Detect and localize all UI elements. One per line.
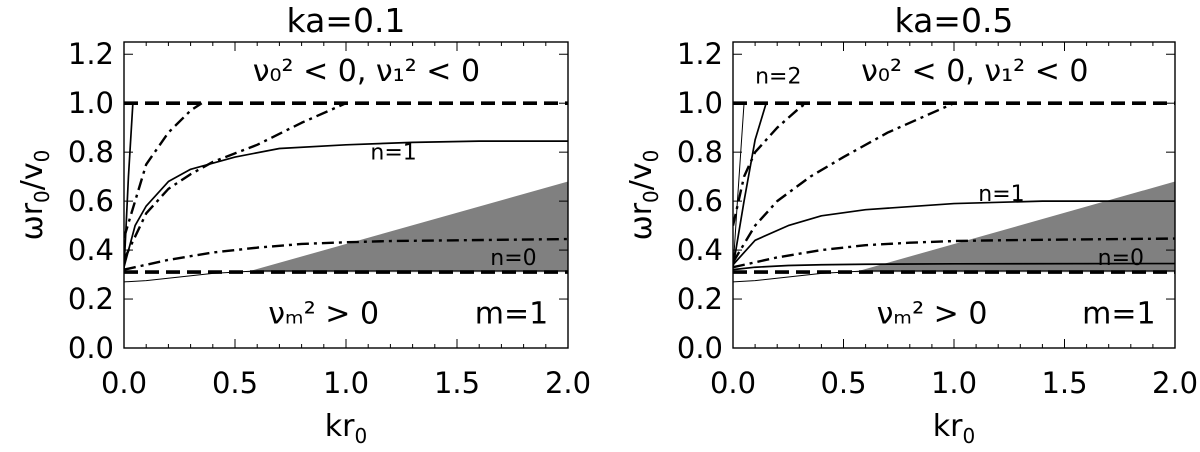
chart-title: ka=0.1 xyxy=(287,1,406,40)
series-line-8 xyxy=(733,237,1175,269)
y-tick-label: 0.2 xyxy=(677,282,723,316)
y-tick-label: 0.2 xyxy=(68,282,114,316)
x-tick-label: 1.0 xyxy=(931,366,977,400)
annotation: m=1 xyxy=(475,297,548,332)
y-tick-label: 0.0 xyxy=(677,331,723,365)
x-tick-label: 0.5 xyxy=(212,366,258,400)
annotation: n=0 xyxy=(1098,246,1144,271)
shaded-region xyxy=(246,181,568,273)
y-axis-label: ωr0/v0 xyxy=(624,150,663,241)
series-line-5 xyxy=(733,262,1175,271)
x-tick-label: 1.0 xyxy=(323,366,369,400)
annotation: νₘ² > 0 xyxy=(877,297,988,332)
y-axis-label: ωr0/v0 xyxy=(15,150,54,241)
series-line-2 xyxy=(733,102,767,268)
y-tick-label: 1.0 xyxy=(68,86,114,120)
x-axis-label: kr0 xyxy=(933,409,975,448)
x-tick-label: 2.0 xyxy=(1152,366,1198,400)
series-line-4 xyxy=(124,102,203,239)
annotation: ν₀² < 0, ν₁² < 0 xyxy=(861,54,1088,89)
annotation: ν₀² < 0, ν₁² < 0 xyxy=(253,54,480,89)
annotation: νₘ² > 0 xyxy=(268,297,379,332)
y-tick-label: 0.6 xyxy=(677,184,723,218)
chart-panel-2: ka=0.5 0.0 0.5 1.0 1.5 2.0 0.0 0.2 0.4 0.6 0.8 1.0 1… xyxy=(624,1,1198,448)
x-tick-label: 2.0 xyxy=(545,366,591,400)
shaded-region xyxy=(854,181,1175,273)
y-tick-label: 0.8 xyxy=(677,135,723,169)
y-tick-label: 0.8 xyxy=(68,135,114,169)
plot-area xyxy=(733,101,1175,283)
x-tick-label: 0.0 xyxy=(710,366,756,400)
y-tick-label: 0.4 xyxy=(68,233,114,267)
x-tick-label: 1.5 xyxy=(1041,366,1087,400)
y-tick-label: 1.0 xyxy=(677,86,723,120)
y-tick-label: 1.2 xyxy=(677,37,723,71)
series-line-1 xyxy=(124,103,134,270)
series-line-3 xyxy=(124,140,568,268)
series-line-3 xyxy=(733,200,1175,266)
annotation: n=2 xyxy=(755,65,801,90)
annotation: n=1 xyxy=(370,141,416,166)
x-tick-label: 1.5 xyxy=(434,366,480,400)
annotation: n=0 xyxy=(490,246,536,271)
y-tick-label: 0.4 xyxy=(677,233,723,267)
annotation: n=1 xyxy=(978,182,1024,207)
plot-area xyxy=(124,101,568,283)
annotation: m=1 xyxy=(1082,297,1155,332)
series-line-7 xyxy=(733,102,955,263)
series-line-6 xyxy=(733,102,807,226)
x-tick-label: 0.0 xyxy=(101,366,147,400)
series-line-6 xyxy=(124,237,568,271)
x-tick-label: 0.5 xyxy=(820,366,866,400)
y-tick-label: 1.2 xyxy=(68,37,114,71)
y-tick-label: 0.0 xyxy=(68,331,114,365)
chart-title: ka=0.5 xyxy=(895,1,1014,40)
series-line-5 xyxy=(124,102,347,261)
x-axis-label: kr0 xyxy=(325,409,367,448)
chart-panel-1: ka=0.1 0.0 0.5 1.0 1.5 2.0 0.0 0.2 0.4 0.6 0.8 1.0 1… xyxy=(15,1,591,448)
y-tick-label: 0.6 xyxy=(68,184,114,218)
